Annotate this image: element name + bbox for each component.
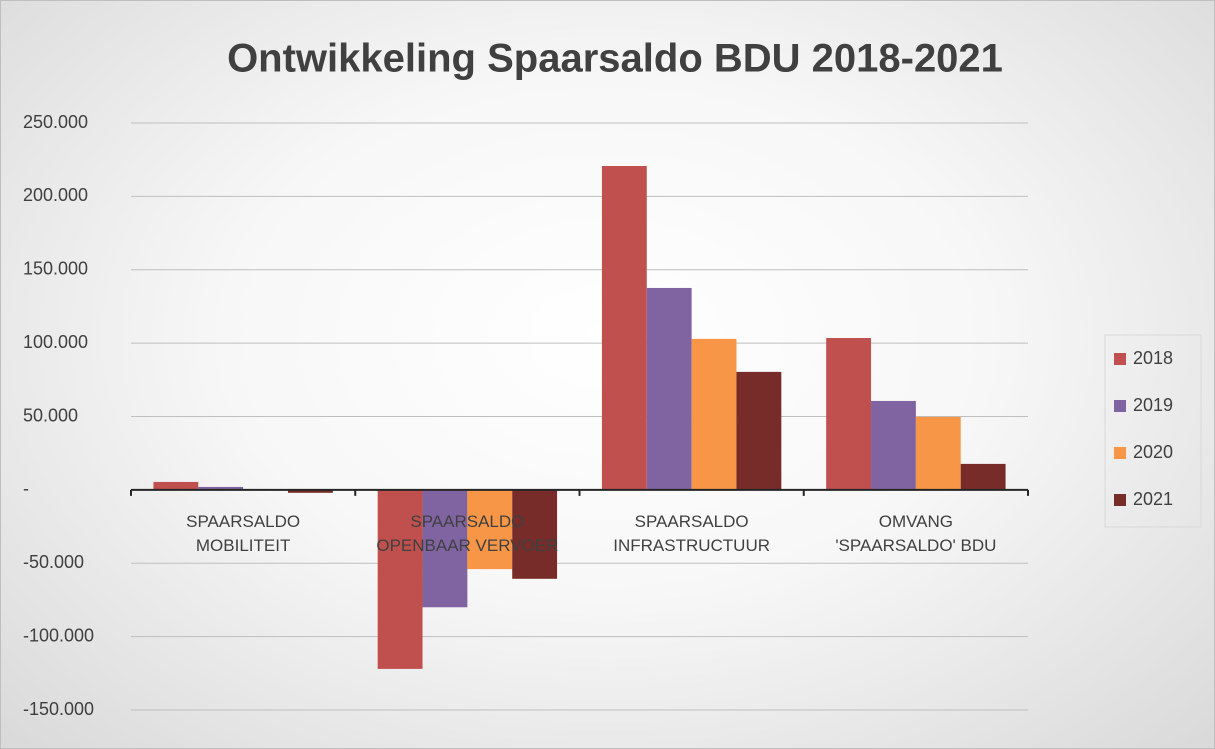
legend-box — [1104, 334, 1202, 528]
bar — [826, 337, 872, 490]
bar — [691, 338, 737, 490]
chart-title: Ontwikkeling Spaarsaldo BDU 2018-2021 — [227, 37, 1003, 81]
bar — [601, 165, 647, 490]
y-tick-label: 150.000 — [23, 259, 88, 279]
bar — [915, 416, 961, 490]
legend-swatch — [1114, 447, 1126, 459]
legend-label: 2020 — [1133, 442, 1173, 462]
legend-swatch — [1114, 494, 1126, 506]
x-tick-label: SPAARSALDO INFRASTRUCTUUR — [613, 511, 771, 555]
bar — [467, 489, 513, 570]
legend-label: 2021 — [1133, 489, 1173, 509]
y-tick-label: 50.000 — [23, 405, 78, 425]
x-tick-label: SPAARSALDO OPENBAAR VERVOER — [376, 511, 559, 555]
bar — [960, 463, 1006, 490]
x-tick-label: SPAARSALDO MOBILITEIT — [186, 511, 301, 555]
y-tick-label: -150.000 — [23, 699, 94, 719]
bar — [377, 489, 423, 669]
legend-label: 2019 — [1133, 395, 1173, 415]
bar — [736, 371, 782, 490]
bar — [422, 489, 468, 608]
legend-swatch — [1114, 400, 1126, 412]
y-tick-label: -50.000 — [23, 552, 84, 572]
x-tick-label: OMVANG 'SPAARSALDO' BDU — [835, 511, 997, 555]
y-tick-label: 250.000 — [23, 112, 88, 132]
bar — [153, 481, 199, 490]
legend-label: 2018 — [1133, 348, 1173, 368]
bar — [512, 489, 558, 579]
bar — [871, 400, 916, 490]
y-tick-label: 200.000 — [23, 185, 88, 205]
y-tick-label: -100.000 — [23, 625, 94, 645]
bar — [198, 486, 244, 490]
legend-swatch — [1114, 353, 1126, 365]
y-tick-label: - — [23, 479, 29, 499]
bar — [646, 287, 692, 490]
y-tick-label: 100.000 — [23, 332, 88, 352]
bar — [287, 489, 333, 493]
